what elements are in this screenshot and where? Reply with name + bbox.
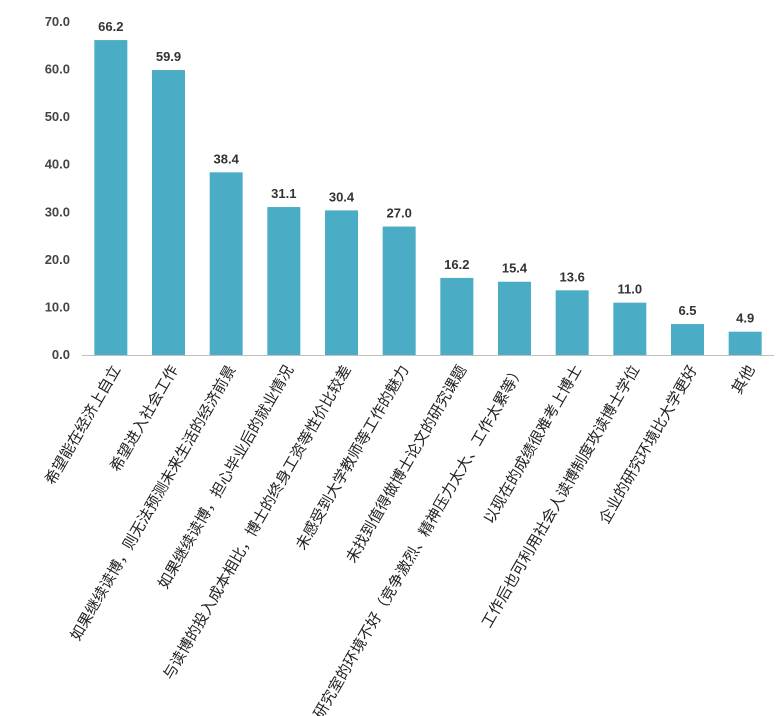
bar-value-label: 6.5 [678, 303, 696, 318]
bar [325, 210, 358, 355]
bar-value-label: 4.9 [736, 311, 754, 326]
bar-value-label: 16.2 [444, 257, 469, 272]
bar-value-label: 59.9 [156, 49, 181, 64]
bar-value-label: 15.4 [502, 261, 528, 276]
bar [613, 302, 647, 355]
y-tick-label: 30.0 [45, 204, 70, 219]
bar [94, 40, 128, 355]
bar-value-label: 27.0 [387, 206, 412, 221]
y-tick-label: 40.0 [45, 157, 70, 172]
y-axis-ticks: 0.0 10.0 20.0 30.0 40.0 50.0 60.0 70.0 [45, 14, 70, 362]
bar [728, 331, 762, 355]
x-category-label: 未感受到大学教师等工作的魅力 [292, 362, 413, 553]
bar-value-label: 30.4 [329, 189, 355, 204]
bar [555, 290, 589, 355]
bar-value-label: 31.1 [271, 186, 296, 201]
y-tick-label: 20.0 [45, 252, 70, 267]
bar-value-label: 11.0 [618, 282, 643, 297]
bar-value-label: 13.6 [560, 269, 585, 284]
x-category-label: 研究室的环境不好（竞争激烈、精神压力太大、工作太累等） [310, 362, 528, 716]
x-category-label: 以现在的成绩很难考上博士 [480, 362, 586, 527]
category-labels: 希望能在经济上自立希望进入社会工作如果继续读博，则无法预测未来生活的经济前景如果… [41, 362, 758, 716]
y-tick-label: 70.0 [45, 14, 70, 29]
y-tick-label: 0.0 [52, 347, 70, 362]
bar-value-label: 38.4 [214, 151, 240, 166]
x-category-label: 企业的研究环境比大学更好 [595, 362, 701, 527]
bar-value-label: 66.2 [98, 19, 123, 34]
bar [440, 277, 474, 355]
x-category-label: 未找到值得做博士论文的研究课题 [342, 362, 470, 566]
bar [267, 207, 301, 355]
y-tick-label: 60.0 [45, 62, 70, 77]
bars [94, 40, 762, 355]
bar [209, 172, 243, 355]
bar [382, 226, 416, 355]
y-tick-label: 50.0 [45, 109, 70, 124]
bar [498, 281, 531, 355]
data-labels: 66.2 59.9 38.4 31.1 30.4 27.0 16.2 15.4 13.6 11.0… [98, 19, 754, 326]
y-tick-label: 10.0 [45, 299, 70, 314]
bar [671, 324, 704, 355]
x-category-label: 其他 [728, 362, 759, 397]
bar [152, 70, 185, 355]
